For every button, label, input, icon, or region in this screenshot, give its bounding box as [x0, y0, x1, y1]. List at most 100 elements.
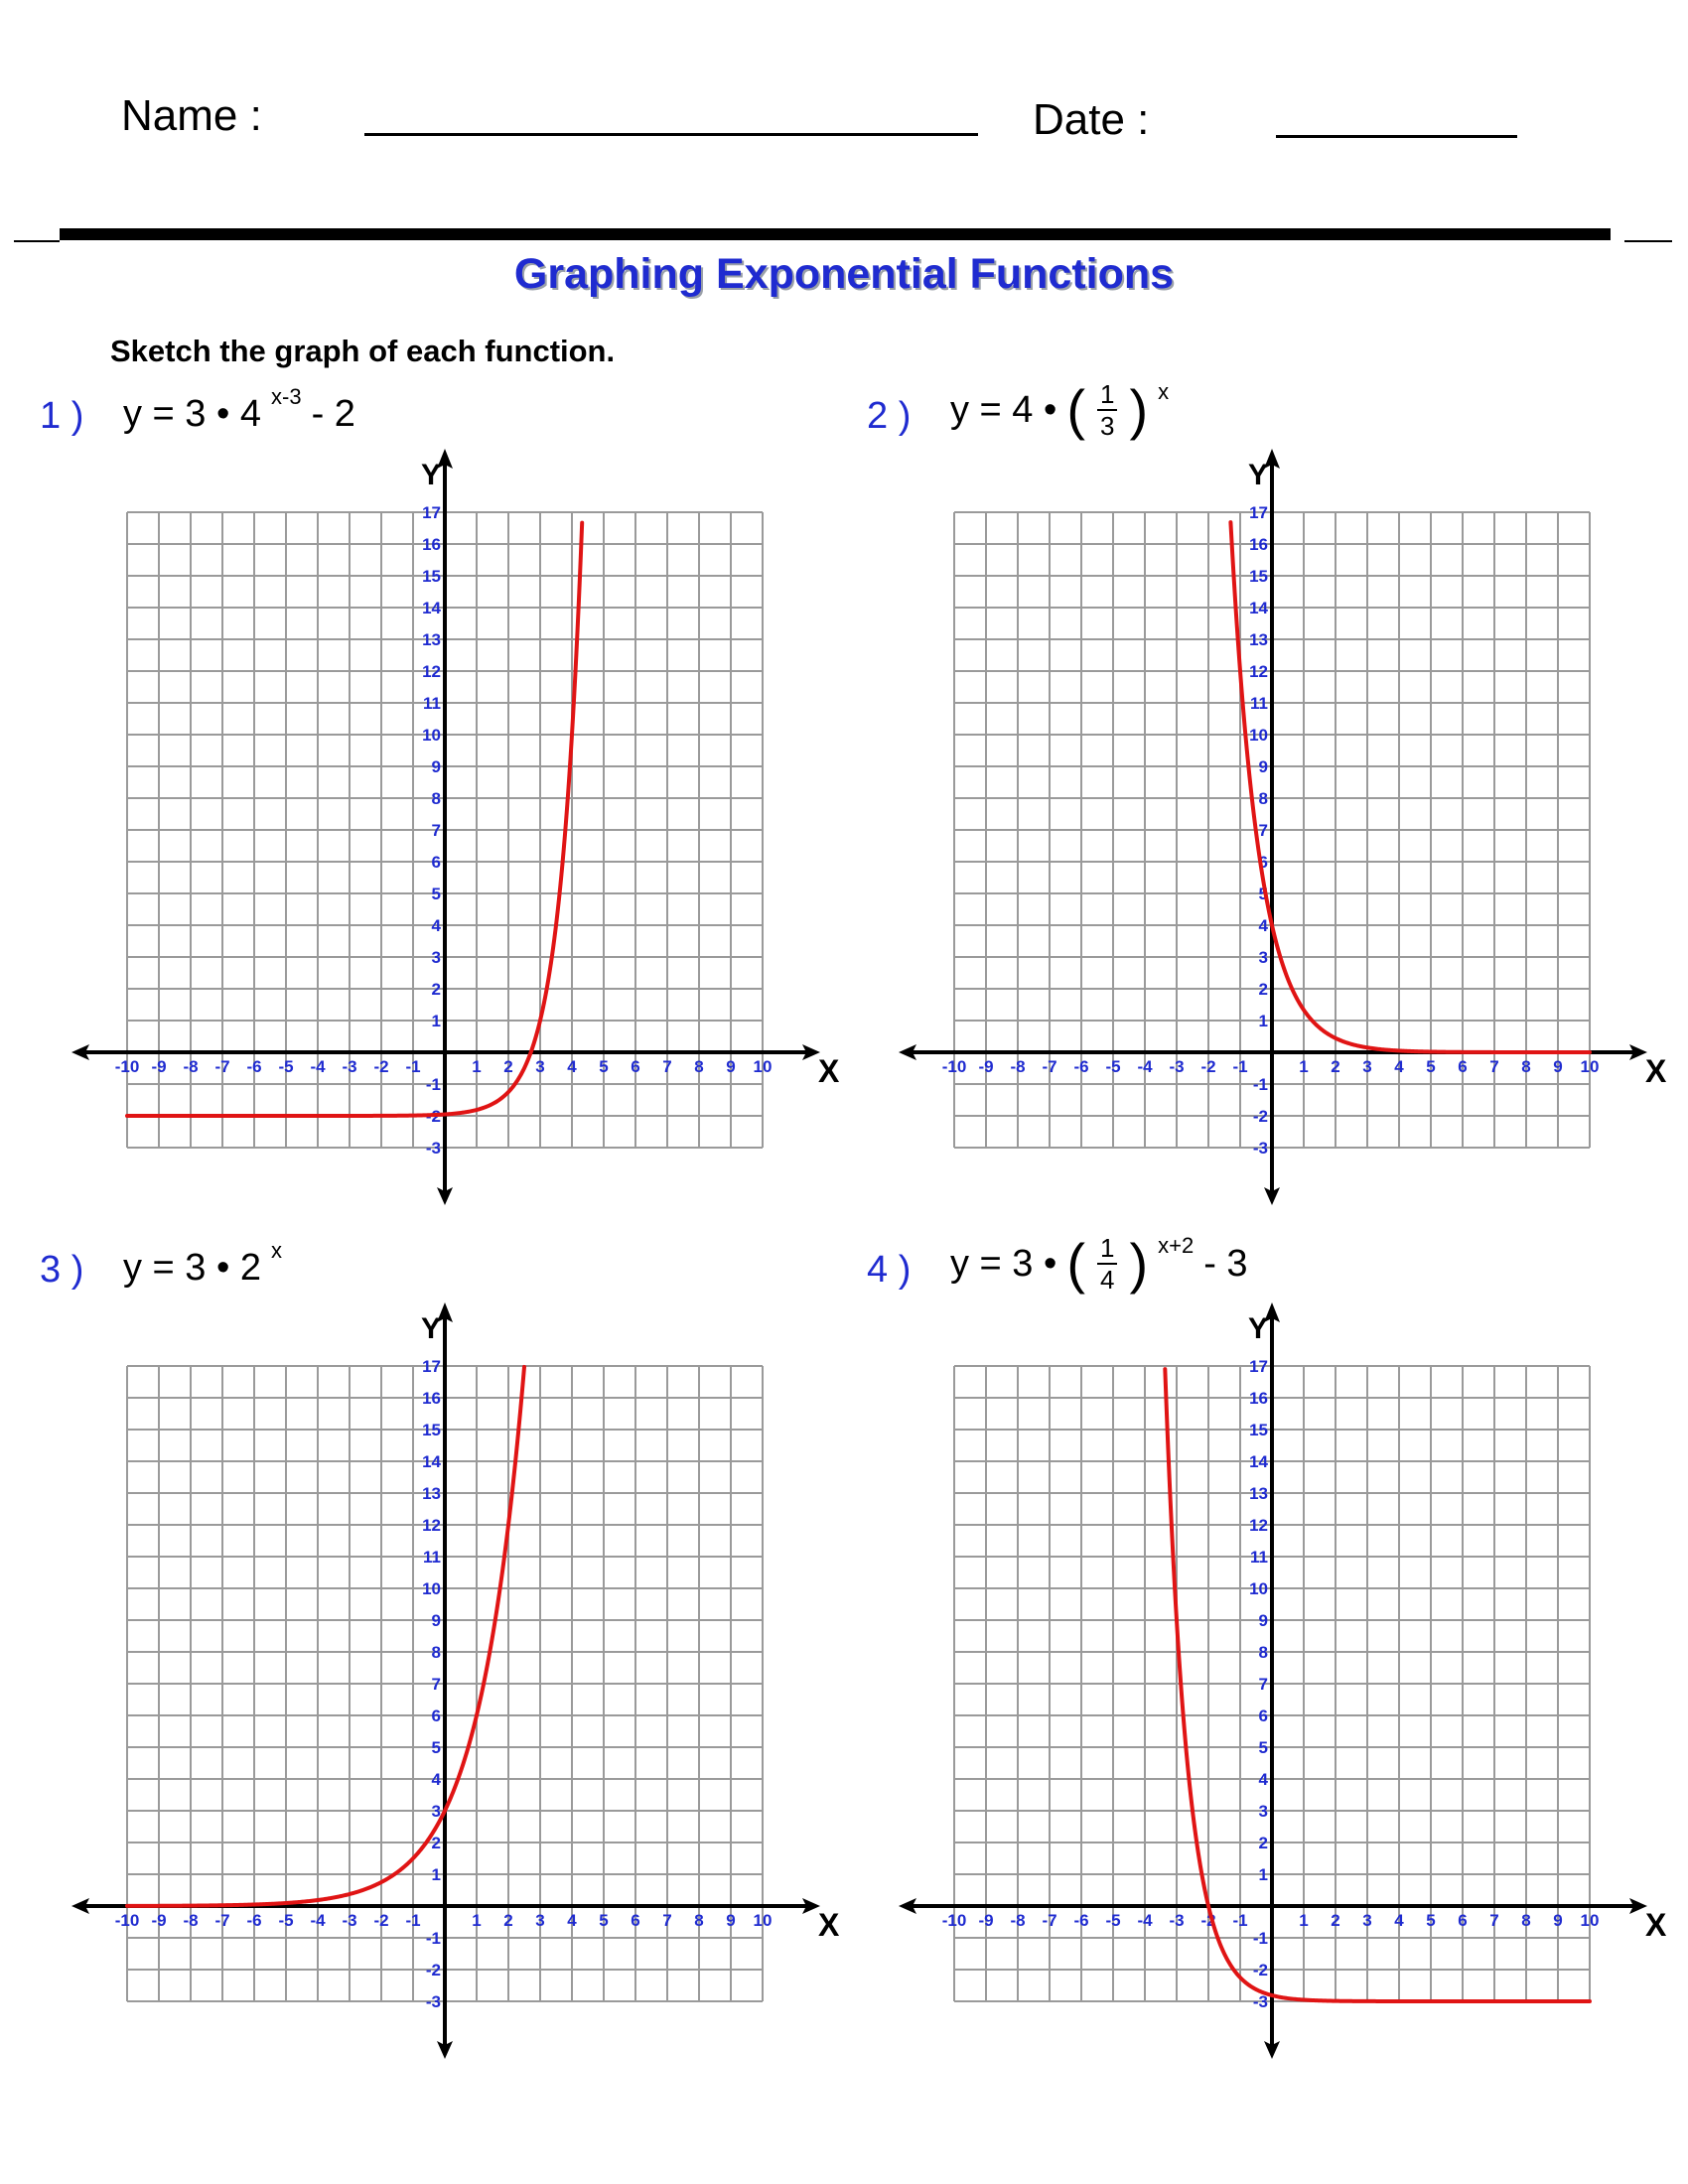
x-tick-label: 9 [726, 1911, 735, 1930]
x-tick-label: 7 [1489, 1057, 1498, 1076]
x-tick-label: -5 [1105, 1057, 1120, 1076]
x-axis-label: X [1645, 1907, 1667, 1943]
x-axis-label: X [818, 1907, 840, 1943]
graph-1: XY-10 -9 -8 -7 -6 -5 -4 -3 -2 -1 1 2 3 4 5 6 7 8 9 10-3-2-1… [71, 449, 840, 1205]
formula-1: y = 3 • 4 x-3 - 2 [123, 384, 355, 436]
y-tick-label: 10 [1249, 726, 1268, 745]
x-tick-label: -2 [373, 1911, 388, 1930]
x-axis-arrow-left [899, 1898, 916, 1914]
x-tick-label: 9 [726, 1057, 735, 1076]
formula-lhs: y = 3 • 2 [123, 1247, 261, 1289]
y-tick-label: 10 [422, 1579, 441, 1598]
y-tick-label: 11 [1250, 1548, 1268, 1567]
x-tick-label: 8 [694, 1911, 703, 1930]
x-tick-label: -1 [405, 1057, 420, 1076]
x-tick-label: -1 [1232, 1057, 1247, 1076]
x-tick-label: 4 [1394, 1057, 1404, 1076]
fraction-numerator: 1 [1096, 381, 1118, 411]
x-axis-arrow-right [1629, 1044, 1647, 1060]
problem-number-3: 3 ) [40, 1249, 84, 1291]
x-tick-label: -10 [115, 1911, 140, 1930]
y-tick-label: 7 [432, 821, 441, 840]
formula-lhs: y = 3 • [950, 1242, 1057, 1285]
fraction-denominator: 4 [1099, 1265, 1115, 1295]
y-tick-label: 5 [432, 885, 441, 903]
x-tick-label: 8 [1521, 1911, 1530, 1930]
graph-3: XY-10 -9 -8 -7 -6 -5 -4 -3 -2 -1 1 2 3 4 5 6 7 8 9 10-3-2-1… [71, 1302, 840, 2059]
y-axis-arrow-up [437, 1302, 453, 1322]
formula-exponent: x [271, 1237, 282, 1263]
y-tick-label: 10 [422, 726, 441, 745]
x-tick-label: -4 [310, 1911, 326, 1930]
y-tick-label: -3 [426, 1139, 441, 1158]
y-tick-label: 2 [1259, 980, 1268, 999]
y-tick-label: 17 [1249, 503, 1268, 522]
y-axis-arrow-up [1264, 449, 1280, 469]
date-field[interactable] [1276, 135, 1517, 138]
y-tick-label: 6 [432, 1706, 441, 1725]
y-tick-label: 11 [423, 1548, 441, 1567]
y-tick-label: 14 [1249, 599, 1268, 617]
y-tick-label: 15 [422, 567, 441, 586]
y-tick-label: 16 [1249, 535, 1268, 554]
y-axis-label: Y [1248, 459, 1268, 491]
x-tick-label: 6 [631, 1057, 639, 1076]
y-tick-label: 9 [1259, 757, 1268, 776]
x-tick-label: 3 [535, 1911, 544, 1930]
y-tick-label: 11 [1250, 694, 1268, 713]
y-tick-label: 7 [1259, 1675, 1268, 1694]
x-axis-arrow-right [802, 1044, 820, 1060]
y-axis-label: Y [421, 1312, 441, 1345]
header-divider [60, 228, 1611, 240]
x-tick-label: -6 [246, 1057, 261, 1076]
x-tick-label: -4 [310, 1057, 326, 1076]
y-tick-label: 6 [432, 853, 441, 872]
x-tick-label: 6 [1458, 1057, 1467, 1076]
x-tick-label: -1 [405, 1911, 420, 1930]
name-field[interactable] [364, 133, 978, 136]
x-tick-label: 2 [1331, 1911, 1339, 1930]
x-tick-label: -8 [1010, 1057, 1025, 1076]
y-tick-label: 4 [432, 916, 442, 935]
x-axis-arrow-left [899, 1044, 916, 1060]
y-tick-label: -3 [1253, 1139, 1268, 1158]
y-tick-label: 2 [1259, 1834, 1268, 1852]
graph-2: XY-10 -9 -8 -7 -6 -5 -4 -3 -2 -1 1 2 3 4 5 6 7 8 9 10-3-2-1… [899, 449, 1667, 1205]
x-axis-label: X [1645, 1053, 1667, 1089]
function-curve [125, 1364, 526, 1908]
x-tick-label: -9 [151, 1057, 166, 1076]
x-tick-label: 3 [1362, 1057, 1371, 1076]
x-tick-label: -1 [1232, 1911, 1247, 1930]
y-tick-label: 8 [432, 789, 441, 808]
x-tick-label: -5 [1105, 1911, 1120, 1930]
y-axis-arrow-down [437, 2041, 453, 2059]
y-tick-label: 17 [1249, 1357, 1268, 1376]
y-tick-label: 15 [1249, 1421, 1268, 1439]
x-tick-label: 10 [754, 1911, 773, 1930]
y-tick-label: 3 [1259, 1802, 1268, 1821]
y-tick-label: 9 [432, 757, 441, 776]
y-axis-arrow-down [1264, 1187, 1280, 1205]
right-paren: ) [1129, 1232, 1149, 1295]
x-tick-label: -2 [1200, 1057, 1215, 1076]
x-tick-label: 7 [662, 1057, 671, 1076]
y-tick-label: 8 [1259, 789, 1268, 808]
left-paren: ( [1066, 1232, 1085, 1295]
y-tick-label: 7 [432, 1675, 441, 1694]
x-axis-arrow-left [71, 1898, 89, 1914]
x-tick-label: -4 [1137, 1057, 1153, 1076]
graph-4: XY-10 -9 -8 -7 -6 -5 -4 -3 -2 -1 1 2 3 4 5 6 7 8 9 10-3-2-1… [899, 1302, 1667, 2059]
x-tick-label: 5 [1426, 1911, 1435, 1930]
page-title: Graphing Exponential Functions [513, 250, 1175, 298]
y-tick-label: 3 [432, 1802, 441, 1821]
x-tick-label: 8 [1521, 1057, 1530, 1076]
formula-tail: - 3 [1203, 1242, 1248, 1285]
x-axis-label: X [818, 1053, 840, 1089]
y-tick-label: -3 [426, 1992, 441, 2011]
problem-number-1: 1 ) [40, 395, 84, 437]
y-tick-label: -1 [426, 1929, 441, 1948]
y-axis-arrow-down [437, 1187, 453, 1205]
name-label: Name : [121, 91, 262, 140]
